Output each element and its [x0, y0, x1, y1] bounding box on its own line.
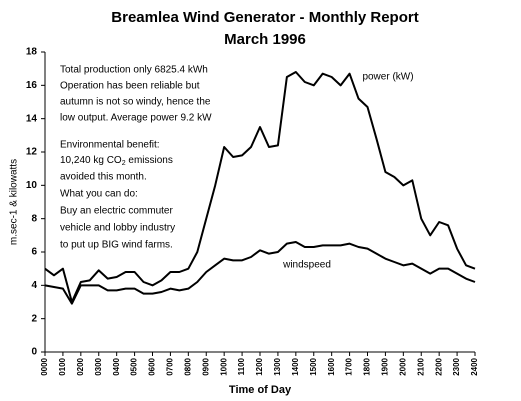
x-tick-label: 2300: [452, 357, 461, 375]
annotation: avoided this month.: [60, 172, 147, 183]
x-tick-label: 0700: [166, 357, 175, 375]
annotation-part: emissions: [126, 155, 173, 166]
y-tick-label: 6: [31, 247, 37, 258]
annotation: 10,240 kg CO2 emissions: [60, 155, 173, 167]
x-tick-label: 0800: [183, 357, 192, 375]
y-tick-label: 12: [26, 147, 38, 158]
y-tick-label: 16: [26, 80, 38, 91]
x-tick-label: 2000: [398, 357, 407, 375]
annotation: to put up BIG wind farms.: [60, 240, 173, 251]
annotation-subscript: 2: [122, 160, 126, 167]
annotation: low output. Average power 9.2 kW: [60, 113, 212, 124]
x-tick-label: 1400: [291, 357, 300, 375]
chart-subtitle: March 1996: [224, 31, 306, 48]
x-tick-label: 0000: [40, 357, 49, 375]
annotation: What you can do:: [60, 189, 138, 200]
series-label: windspeed: [282, 260, 331, 271]
x-tick-label: 1100: [237, 357, 246, 375]
y-tick-label: 4: [31, 280, 37, 291]
x-tick-label: 1800: [363, 357, 372, 375]
series-line: [44, 241, 476, 305]
x-tick-label: 1300: [273, 357, 282, 375]
x-tick-label: 1900: [381, 357, 390, 375]
x-tick-label: 1000: [219, 357, 228, 375]
x-tick-label: 0100: [58, 357, 67, 375]
series-line: [44, 71, 476, 303]
x-tick-label: 1700: [345, 357, 354, 375]
annotation: Total production only 6825.4 kWh: [60, 65, 208, 76]
x-tick-label: 0600: [148, 357, 157, 375]
x-tick-label: 0900: [201, 357, 210, 375]
chart-title: Breamlea Wind Generator - Monthly Report: [111, 9, 418, 26]
annotation: Environmental benefit:: [60, 140, 160, 151]
y-tick-label: 10: [26, 180, 38, 191]
y-tick-label: 0: [31, 347, 37, 358]
x-tick-label: 0500: [130, 357, 139, 375]
x-tick-label: 0400: [112, 357, 121, 375]
annotation: Operation has been reliable but: [60, 81, 200, 92]
x-tick-label: 1600: [327, 357, 336, 375]
x-tick-label: 2200: [434, 357, 443, 375]
series-label: power (kW): [362, 72, 413, 83]
annotation: vehicle and lobby industry: [60, 223, 175, 234]
y-tick-label: 14: [26, 113, 38, 124]
x-axis-label: Time of Day: [229, 384, 292, 396]
x-tick-label: 0300: [94, 357, 103, 375]
y-tick-label: 2: [31, 313, 37, 324]
annotation: Buy an electric commuter: [60, 206, 173, 217]
annotation: autumn is not so windy, hence the: [60, 97, 211, 108]
x-tick-label: 0200: [76, 357, 85, 375]
y-axis-label: m.sec-1 & kilowatts: [9, 159, 20, 245]
annotation-part: 10,240 kg CO: [60, 155, 122, 166]
x-tick-label: 2400: [470, 357, 479, 375]
y-tick-label: 18: [26, 47, 38, 58]
x-tick-label: 1200: [255, 357, 264, 375]
y-tick-label: 8: [31, 213, 37, 224]
x-tick-label: 2100: [416, 357, 425, 375]
x-tick-label: 1500: [309, 357, 318, 375]
